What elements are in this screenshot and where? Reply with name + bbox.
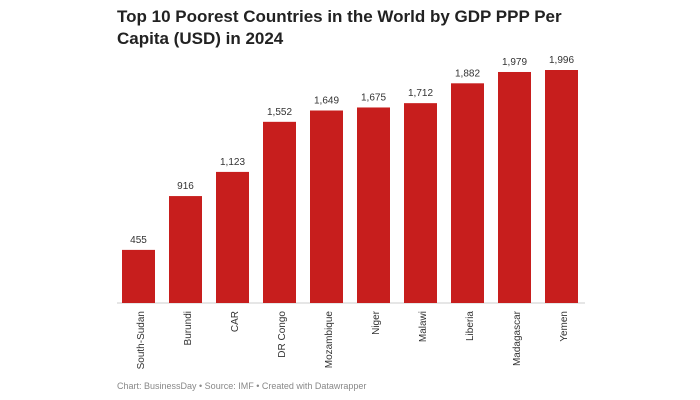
bar <box>216 171 249 303</box>
chart-title: Top 10 Poorest Countries in the World by… <box>117 7 562 26</box>
x-tick-label: South-Sudan <box>136 311 147 369</box>
x-tick-label: Burundi <box>183 311 194 345</box>
value-label: 916 <box>177 181 194 192</box>
chart-title: Capita (USD) in 2024 <box>117 29 284 48</box>
bar <box>263 121 296 304</box>
bar <box>545 70 578 303</box>
bar <box>498 71 531 303</box>
value-label: 1,675 <box>361 92 386 103</box>
x-tick-label: Malawi <box>418 311 429 342</box>
value-label: 1,979 <box>502 57 527 68</box>
x-tick-label: Niger <box>371 310 382 335</box>
bar <box>122 249 155 303</box>
bar <box>357 107 390 304</box>
bar <box>451 83 484 303</box>
value-label: 1,882 <box>455 68 480 79</box>
bar <box>404 103 437 303</box>
x-tick-label: Liberia <box>465 311 476 341</box>
value-label: 1,712 <box>408 88 433 99</box>
value-label: 455 <box>130 235 147 246</box>
value-label: 1,649 <box>314 96 339 107</box>
value-label: 1,996 <box>549 55 574 66</box>
value-label: 1,552 <box>267 107 292 118</box>
bar <box>169 196 202 303</box>
x-tick-label: DR Congo <box>277 311 288 358</box>
x-tick-label: Yemen <box>559 311 570 342</box>
footer: Chart: BusinessDay • Source: IMF • Creat… <box>117 381 366 391</box>
x-tick-label: Madagascar <box>512 310 523 366</box>
value-label: 1,123 <box>220 157 245 168</box>
bar <box>310 110 343 303</box>
x-tick-label: CAR <box>230 311 241 332</box>
x-tick-label: Mozambique <box>324 311 335 369</box>
